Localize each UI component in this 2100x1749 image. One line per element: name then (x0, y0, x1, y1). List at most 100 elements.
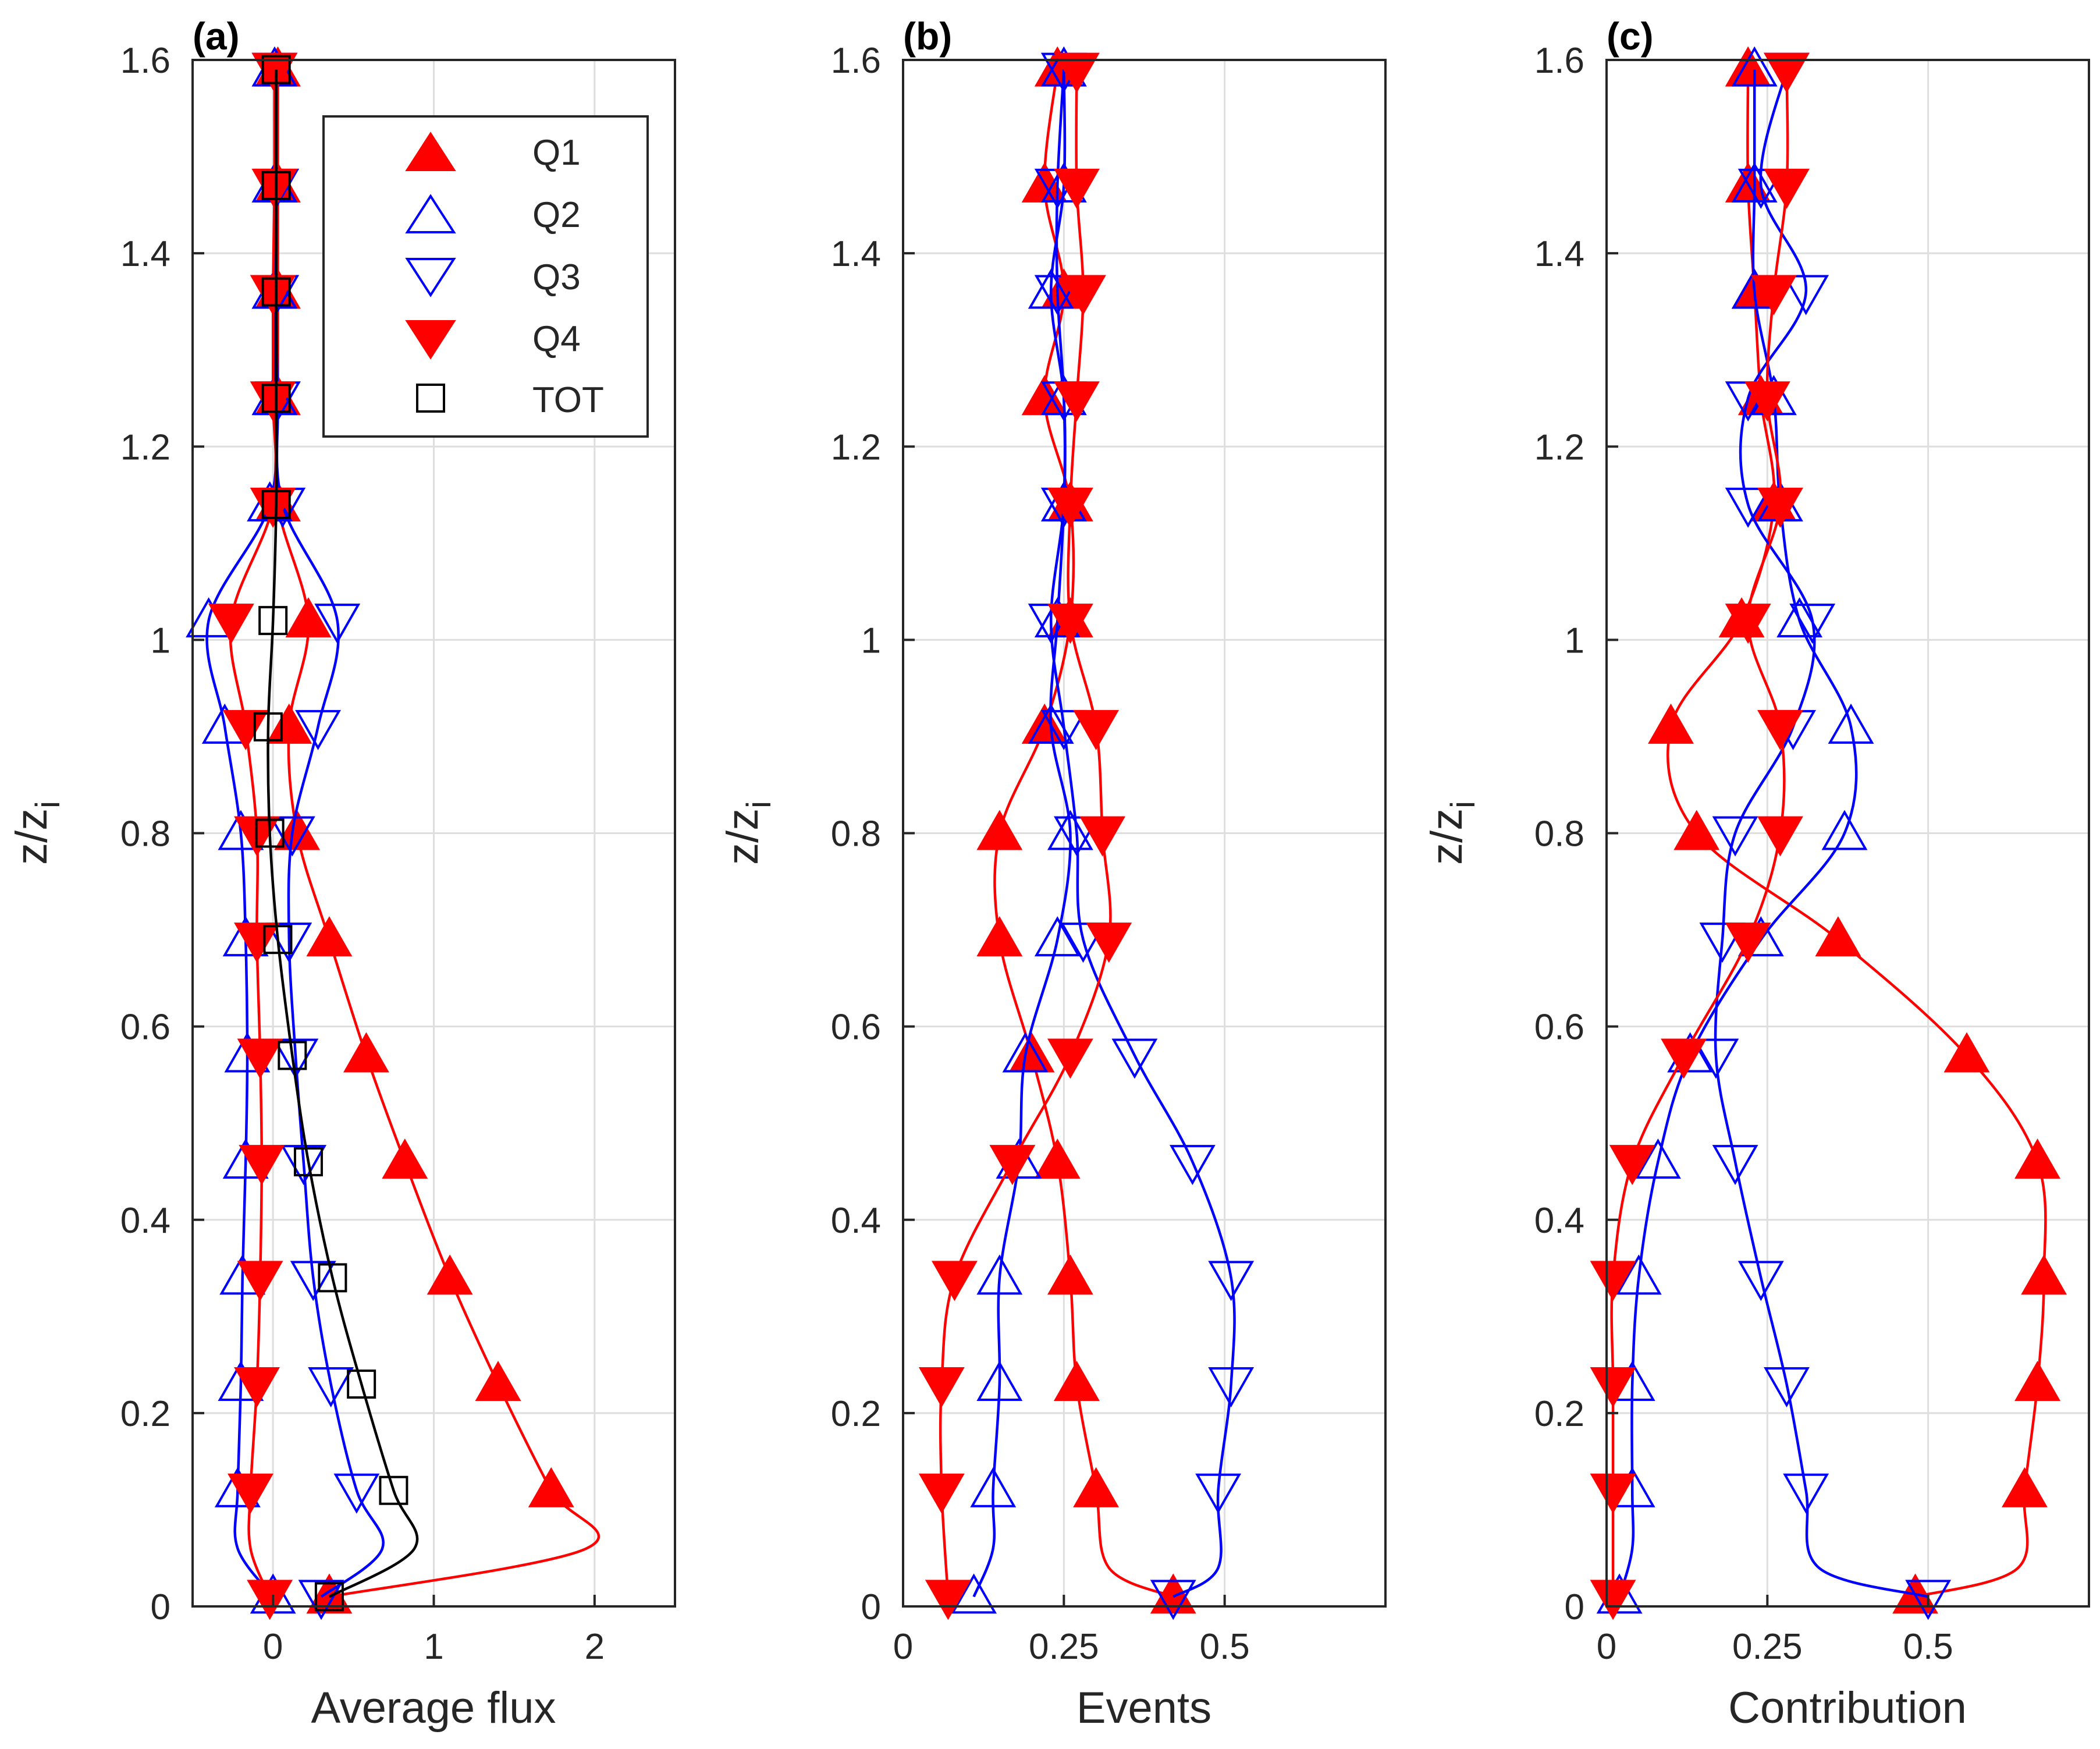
y-tick-label: 1.2 (1534, 427, 1584, 467)
legend-label-q3: Q3 (532, 257, 581, 297)
y-tick-label: 1.6 (1534, 41, 1584, 81)
marker-q4 (237, 1261, 283, 1301)
marker-q4 (1661, 1038, 1707, 1079)
marker-tot (347, 1370, 376, 1399)
marker-q3 (333, 1473, 380, 1514)
marker-q3 (298, 1580, 344, 1620)
y-tick-label: 1.4 (1534, 234, 1584, 274)
marker-q4 (251, 168, 298, 209)
marker-tot (318, 1263, 347, 1293)
marker-q3 (1060, 923, 1106, 963)
marker-q1 (382, 1138, 428, 1179)
marker-q1 (976, 916, 1023, 957)
marker-tot (314, 1582, 344, 1612)
marker-q1 (285, 597, 332, 638)
legend-label-q4: Q4 (532, 319, 581, 359)
x-axis-label: Average flux (311, 1683, 556, 1733)
marker-q2 (1034, 916, 1081, 957)
marker-q1 (1943, 1032, 1990, 1073)
marker-q1 (475, 1361, 521, 1402)
marker-q4 (234, 923, 280, 963)
series-markers-q4 (918, 52, 1132, 1620)
legend-label-q2: Q2 (532, 195, 581, 235)
marker-q2 (1731, 46, 1778, 87)
legend-label-q1: Q1 (532, 133, 581, 173)
marker-q4 (208, 604, 254, 644)
panel-label: (a) (193, 15, 240, 58)
y-tick-label: 0.2 (831, 1394, 881, 1434)
marker-q4 (1047, 604, 1093, 644)
marker-q3 (1169, 1145, 1216, 1186)
x-tick-label: 2 (585, 1627, 605, 1667)
marker-q4 (1053, 52, 1100, 93)
x-tick-label: 0.25 (1029, 1627, 1099, 1667)
marker-q3 (1905, 1580, 1952, 1620)
legend-marker-q2 (405, 194, 456, 233)
y-axis-label: z/zi (7, 801, 67, 865)
marker-q3 (1737, 1261, 1784, 1301)
series-line-q3 (1049, 69, 1236, 1598)
y-tick-label: 0.8 (831, 814, 881, 854)
marker-q3 (1783, 1473, 1829, 1514)
marker-q4 (989, 1145, 1036, 1186)
legend-label-tot: TOT (532, 380, 604, 420)
x-tick-label: 0.5 (1200, 1627, 1250, 1667)
y-tick-label: 1 (151, 620, 170, 661)
y-axis-label: z/zi (1422, 801, 1482, 865)
marker-q4 (1609, 1145, 1655, 1186)
marker-tot (261, 171, 291, 200)
marker-q3 (295, 709, 341, 750)
marker-q2 (976, 1254, 1023, 1295)
marker-q3 (1712, 816, 1758, 857)
marker-q4 (1764, 168, 1810, 209)
y-tick-label: 0 (151, 1587, 170, 1627)
marker-q4 (1073, 709, 1120, 750)
marker-q1 (274, 810, 321, 850)
marker-q3 (1725, 487, 1771, 528)
marker-q3 (1208, 1367, 1255, 1408)
marker-q2 (1634, 1138, 1681, 1179)
y-tick-label: 0.8 (1534, 814, 1584, 854)
marker-q1 (306, 1573, 353, 1614)
y-tick-label: 0.4 (831, 1201, 881, 1241)
marker-q1 (2014, 1361, 2061, 1402)
y-tick-label: 0 (1565, 1587, 1584, 1627)
marker-q4 (1590, 1367, 1636, 1408)
marker-q4 (1757, 709, 1803, 750)
y-tick-label: 0.2 (120, 1394, 170, 1434)
marker-q3 (290, 1261, 336, 1301)
legend-entry-q1: Q1 (405, 132, 581, 173)
marker-tot (258, 606, 288, 636)
marker-tot (261, 277, 291, 307)
marker-q3 (1195, 1473, 1242, 1514)
marker-q3 (280, 1145, 327, 1186)
panel-label: (c) (1607, 15, 1654, 58)
y-tick-label: 0 (861, 1587, 881, 1627)
y-tick-label: 0.4 (120, 1201, 170, 1241)
y-tick-label: 0.4 (1534, 1201, 1584, 1241)
y-axis-label: z/zi (718, 801, 778, 865)
y-tick-label: 1.6 (120, 41, 170, 81)
legend: Q1 Q2 Q3 Q4 TOT (322, 115, 649, 438)
marker-q1 (306, 916, 353, 957)
y-tick-label: 1.2 (831, 427, 881, 467)
y-tick-label: 0.6 (120, 1007, 170, 1048)
marker-tot (255, 818, 285, 848)
marker-q1 (528, 1467, 574, 1507)
legend-box (322, 115, 649, 438)
series-line-q2 (1618, 69, 1858, 1597)
marker-tot (293, 1147, 323, 1177)
marker-q3 (1693, 1038, 1739, 1079)
marker-q1 (343, 1032, 389, 1073)
marker-q4 (1086, 923, 1132, 963)
panel-a: 0 1 2 0 0.2 0.4 0.6 0.8 1 1.2 1.4 1.6 (a) Average f… (7, 15, 676, 1733)
series-markers-tot (253, 55, 408, 1612)
marker-q4 (237, 1038, 283, 1079)
marker-tot (261, 55, 291, 84)
x-tick-label: 0 (263, 1627, 283, 1667)
y-tick-label: 1 (1565, 620, 1584, 661)
x-tick-label: 0 (1597, 1627, 1616, 1667)
marker-q3 (1208, 1261, 1255, 1301)
legend-marker-tot (416, 384, 445, 413)
